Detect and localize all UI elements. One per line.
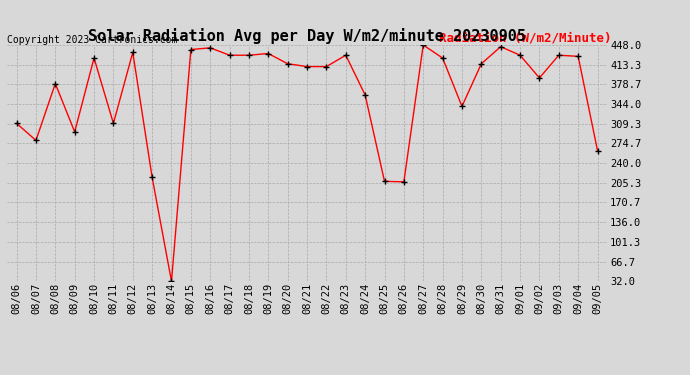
Title: Solar Radiation Avg per Day W/m2/minute 20230905: Solar Radiation Avg per Day W/m2/minute … [88,28,526,44]
Text: Copyright 2023 Cartronics.com: Copyright 2023 Cartronics.com [7,34,177,45]
Text: Radiation (W/m2/Minute): Radiation (W/m2/Minute) [439,32,611,45]
